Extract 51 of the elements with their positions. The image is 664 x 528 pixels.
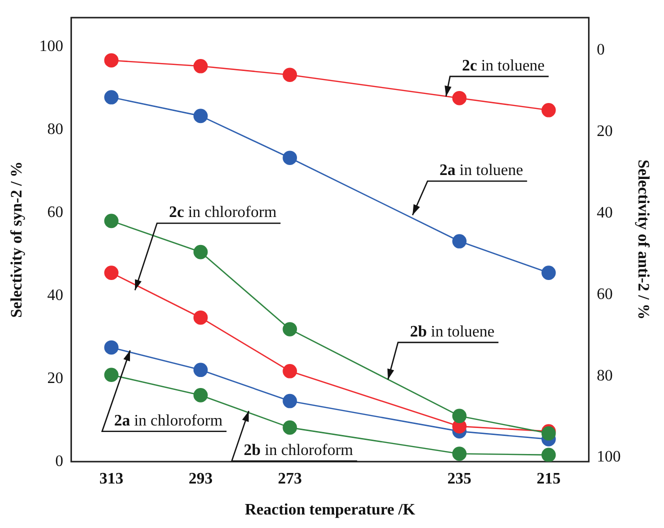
point [541, 448, 556, 462]
point [104, 266, 119, 280]
x-tick-label: 215 [536, 470, 561, 488]
y2-tick-label: 0 [596, 41, 605, 58]
point [104, 53, 119, 68]
y-tick-label: 0 [55, 452, 64, 470]
point [104, 340, 119, 355]
point [282, 420, 297, 435]
y-axis-title: Selectivity of syn-2 / % [8, 161, 26, 318]
point [282, 394, 297, 408]
y2-tick-label: 80 [596, 367, 613, 384]
point [452, 408, 467, 424]
x-tick-label: 313 [99, 470, 124, 488]
point [452, 446, 467, 461]
point [104, 368, 119, 382]
point [282, 68, 297, 82]
point [193, 244, 208, 260]
y2-tick-label: 20 [596, 122, 613, 140]
annotation: 2a in toluene [440, 162, 524, 180]
point [193, 108, 208, 124]
point [193, 388, 208, 402]
annotation: 2b in chloroform [244, 442, 354, 459]
point [193, 59, 208, 74]
point [104, 214, 119, 228]
point [193, 362, 208, 378]
point [452, 234, 467, 248]
annotation: 2c in chloroform [169, 204, 278, 222]
point [282, 322, 297, 336]
x-tick-label: 293 [188, 470, 213, 488]
y-tick-label: 40 [47, 286, 64, 304]
point [104, 90, 119, 104]
point [282, 150, 297, 166]
x-tick-label: 273 [278, 470, 302, 488]
annotation: 2a in chloroform [114, 412, 224, 430]
y-tick-label: 60 [47, 204, 64, 221]
point [452, 90, 467, 106]
y-tick-label: 80 [47, 120, 64, 138]
y2-tick-label: 60 [596, 286, 613, 303]
x-axis-title: Reaction temperature /K [244, 502, 416, 519]
y2-tick-label: 40 [596, 204, 613, 222]
y2-tick-label: 100 [596, 448, 621, 466]
y-tick-label: 20 [47, 370, 64, 387]
y2-axis-title: Selectivity of anti-2 / % [634, 160, 652, 320]
point [282, 364, 297, 378]
point [193, 310, 208, 325]
annotation: 2b in toluene [410, 323, 494, 340]
annotation: 2c in toluene [462, 57, 545, 74]
y-tick-label: 100 [39, 38, 64, 55]
point [541, 102, 556, 118]
x-tick-label: 235 [447, 470, 472, 488]
point [541, 266, 556, 280]
